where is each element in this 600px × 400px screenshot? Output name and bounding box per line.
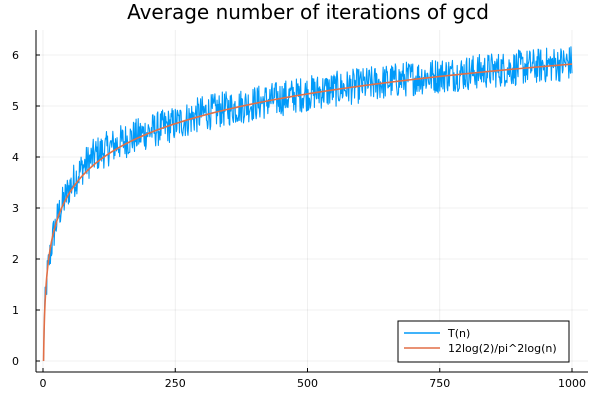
series-t-n-line bbox=[42, 46, 573, 362]
x-tick-label: 0 bbox=[40, 377, 47, 390]
axes bbox=[35, 30, 588, 373]
legend-box bbox=[397, 320, 570, 363]
series-formula-line bbox=[42, 63, 573, 362]
x-tick-label: 1000 bbox=[558, 377, 586, 390]
y-tick-label: 3 bbox=[12, 202, 19, 215]
y-tick-label: 6 bbox=[12, 49, 19, 62]
x-tick-label: 750 bbox=[429, 377, 450, 390]
y-tick-label: 1 bbox=[12, 304, 19, 317]
y-tick-label: 0 bbox=[12, 355, 19, 368]
legend-label: 12log(2)/pi^2log(n) bbox=[448, 342, 557, 355]
y-tick-label: 5 bbox=[12, 100, 19, 113]
ticks: 0 250 500 750 1000 0 1 2 3 4 5 6 bbox=[12, 49, 586, 390]
legend: T(n) 12log(2)/pi^2log(n) bbox=[397, 320, 570, 363]
y-tick-label: 2 bbox=[12, 253, 19, 266]
chart-title: Average number of iterations of gcd bbox=[127, 0, 489, 24]
x-tick-label: 500 bbox=[297, 377, 318, 390]
y-tick-label: 4 bbox=[12, 151, 19, 164]
series bbox=[42, 46, 573, 362]
legend-label: T(n) bbox=[447, 327, 470, 340]
x-tick-label: 250 bbox=[165, 377, 186, 390]
